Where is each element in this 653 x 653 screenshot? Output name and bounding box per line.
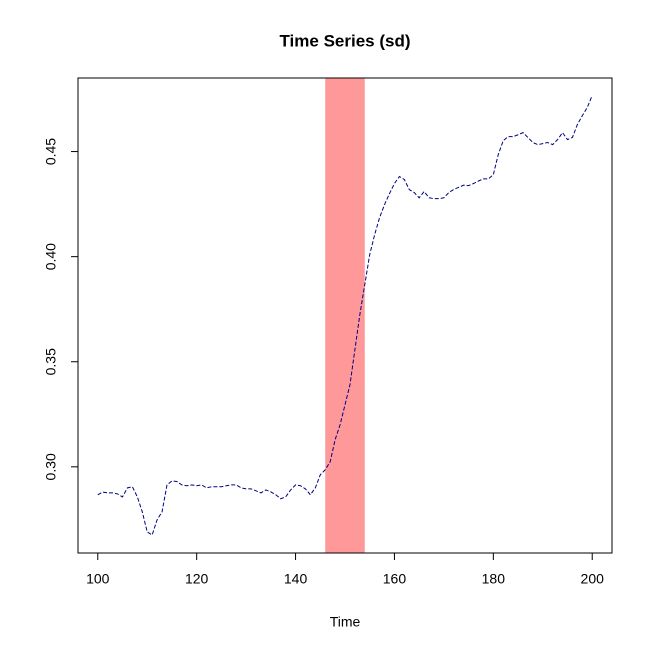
y-tick-label: 0.35 [43, 348, 59, 375]
series-line [97, 95, 593, 536]
x-tick-label: 200 [581, 571, 605, 587]
x-tick-label: 120 [185, 571, 209, 587]
x-tick-label: 160 [383, 571, 407, 587]
x-tick-label: 100 [86, 571, 110, 587]
x-tick-label: 180 [482, 571, 506, 587]
x-axis-label: Time [330, 614, 361, 630]
chart-title: Time Series (sd) [279, 31, 410, 50]
y-tick-label: 0.30 [43, 453, 59, 480]
y-tick-label: 0.40 [43, 243, 59, 270]
highlight-band [325, 78, 365, 553]
x-tick-label: 140 [284, 571, 308, 587]
y-tick-label: 0.45 [43, 138, 59, 165]
